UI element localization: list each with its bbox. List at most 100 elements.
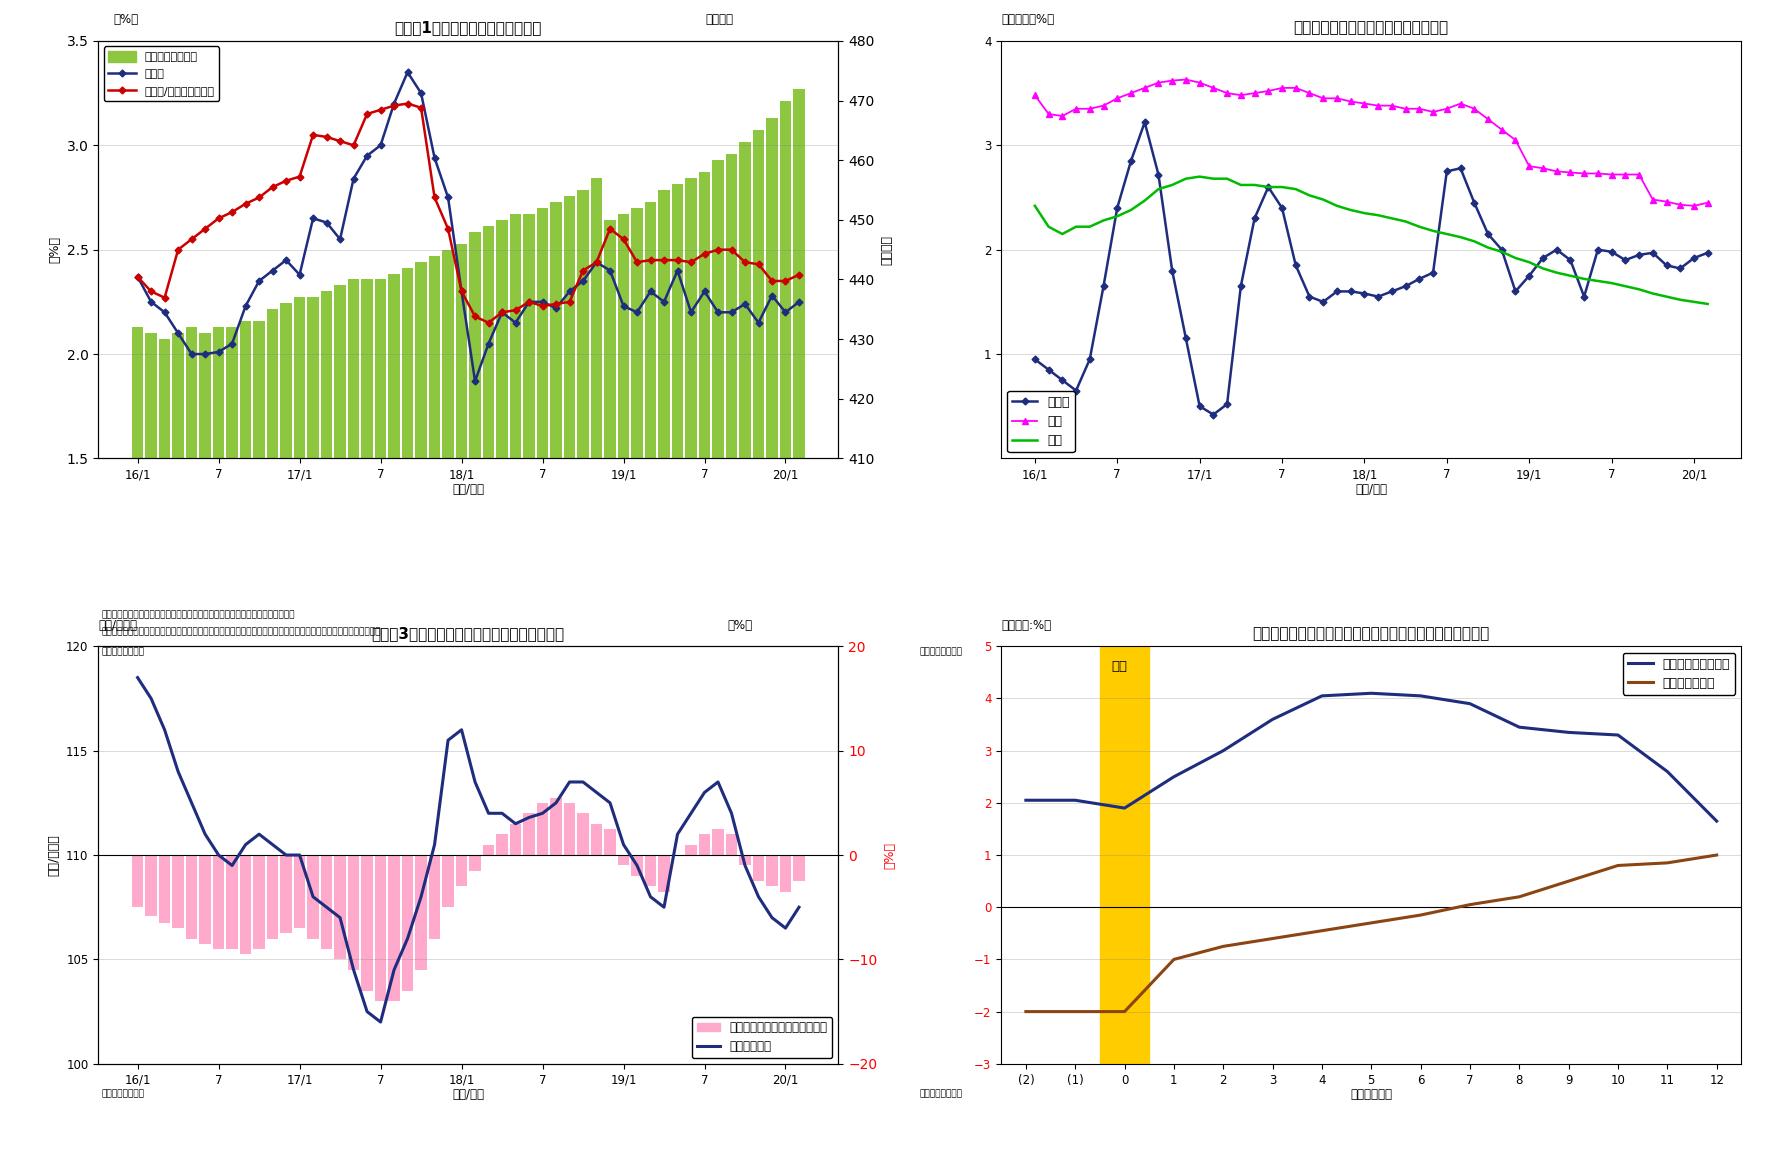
Bar xyxy=(159,339,170,1169)
Bar xyxy=(604,829,616,855)
Bar xyxy=(630,855,643,876)
Bar xyxy=(591,178,602,1169)
Bar xyxy=(375,279,386,1169)
Legend: リーマンショック後, 東日本大震災後: リーマンショック後, 東日本大震災後 xyxy=(1623,652,1736,694)
Bar xyxy=(173,855,184,928)
Bar xyxy=(145,855,157,915)
Bar xyxy=(672,184,684,1169)
Bar xyxy=(254,855,264,949)
Bar xyxy=(239,855,252,954)
Bar xyxy=(698,835,711,855)
Text: 発生: 発生 xyxy=(1111,659,1127,673)
Bar xyxy=(402,268,413,1169)
Bar xyxy=(213,327,225,1169)
Y-axis label: （兆円）: （兆円） xyxy=(880,235,893,264)
Bar xyxy=(564,803,575,855)
Bar xyxy=(186,855,196,939)
Bar xyxy=(538,803,548,855)
Bar xyxy=(713,829,723,855)
Legend: ドル円レートの前年比（右軸）, ドル円レート: ドル円レートの前年比（右軸）, ドル円レート xyxy=(691,1017,832,1058)
Bar xyxy=(145,333,157,1169)
Bar xyxy=(739,143,750,1169)
Bar xyxy=(713,160,723,1169)
Bar xyxy=(402,855,413,990)
Title: （図表3）ドル円レートの前年比（月次平均）: （図表3）ドル円レートの前年比（月次平均） xyxy=(371,625,564,641)
Bar xyxy=(429,256,441,1169)
Bar xyxy=(470,855,480,871)
Bar xyxy=(266,855,279,939)
Bar xyxy=(591,824,602,855)
X-axis label: （年/月）: （年/月） xyxy=(452,483,484,496)
Bar xyxy=(780,101,791,1169)
Text: （資料）日本銀行: （資料）日本銀行 xyxy=(920,1090,963,1099)
Bar xyxy=(227,327,238,1169)
Text: （%）: （%） xyxy=(727,618,752,631)
Bar xyxy=(348,855,359,970)
Bar xyxy=(645,855,655,886)
Bar xyxy=(618,855,629,865)
Bar xyxy=(752,855,764,881)
Bar xyxy=(739,855,750,865)
Bar xyxy=(361,279,373,1169)
Y-axis label: （円/ドル）: （円/ドル） xyxy=(48,835,61,876)
Legend: 都銀等, 地銀, 信金: 都銀等, 地銀, 信金 xyxy=(1007,390,1075,452)
Bar xyxy=(280,855,291,933)
Bar xyxy=(523,814,534,855)
Bar xyxy=(200,333,211,1169)
Bar xyxy=(686,844,697,855)
Bar xyxy=(509,824,522,855)
Bar xyxy=(443,250,454,1169)
Bar xyxy=(159,855,170,922)
Bar xyxy=(645,202,655,1169)
Bar xyxy=(388,855,400,1001)
Bar xyxy=(725,154,738,1169)
Title: （図表1）　銀行貸出残高の増減率: （図表1） 銀行貸出残高の増減率 xyxy=(395,21,541,35)
Bar xyxy=(266,310,279,1169)
Bar xyxy=(295,297,305,1169)
Bar xyxy=(482,844,495,855)
Text: （注）特殊要因調整後は、為替変動・債権償却・流動化等の影響を考慮したもの: （注）特殊要因調整後は、為替変動・債権償却・流動化等の影響を考慮したもの xyxy=(102,610,295,620)
Bar xyxy=(455,855,468,886)
X-axis label: （年/月）: （年/月） xyxy=(1356,483,1388,496)
Bar xyxy=(254,321,264,1169)
Bar xyxy=(780,855,791,892)
Bar xyxy=(375,855,386,1001)
Bar xyxy=(443,855,454,907)
Bar xyxy=(550,797,563,855)
Bar xyxy=(361,855,373,990)
Bar xyxy=(577,191,589,1169)
Bar xyxy=(793,89,805,1169)
Bar xyxy=(295,855,305,928)
Bar xyxy=(307,855,320,939)
Y-axis label: （%）: （%） xyxy=(882,842,897,869)
Bar xyxy=(725,835,738,855)
Bar xyxy=(766,118,777,1169)
Y-axis label: （%）: （%） xyxy=(48,236,61,263)
Bar xyxy=(497,220,507,1169)
Bar xyxy=(239,321,252,1169)
Bar xyxy=(497,835,507,855)
Bar xyxy=(698,172,711,1169)
Bar xyxy=(686,178,697,1169)
Bar xyxy=(455,243,468,1169)
Bar xyxy=(307,297,320,1169)
Bar xyxy=(321,855,332,949)
Bar xyxy=(321,291,332,1169)
Bar xyxy=(659,191,670,1169)
Bar xyxy=(227,855,238,949)
Bar xyxy=(523,214,534,1169)
Title: （図表２）　業態別の貸出残高増減率: （図表２） 業態別の貸出残高増減率 xyxy=(1293,21,1448,35)
Text: （円/ドル）: （円/ドル） xyxy=(98,618,138,631)
Bar xyxy=(334,855,346,960)
Bar xyxy=(564,196,575,1169)
Bar xyxy=(604,220,616,1169)
Bar xyxy=(132,855,143,907)
Text: 特殊要因調整後の前年比＝（今月の調整後貸出残高－前年同月の調整前貸出残高）／前年同月の調整前貸出残高: 特殊要因調整後の前年比＝（今月の調整後貸出残高－前年同月の調整前貸出残高）／前年… xyxy=(102,628,380,637)
X-axis label: （年/月）: （年/月） xyxy=(452,1088,484,1101)
Bar xyxy=(659,855,670,892)
Text: （資料）日本銀行: （資料）日本銀行 xyxy=(102,1090,145,1099)
Title: （図表４）リーマンショック・東日本大震災後の銀行貸出: （図表４）リーマンショック・東日本大震災後の銀行貸出 xyxy=(1252,625,1490,641)
Text: （資料）日本銀行: （資料）日本銀行 xyxy=(102,648,145,657)
Bar xyxy=(416,262,427,1169)
Bar xyxy=(550,202,563,1169)
